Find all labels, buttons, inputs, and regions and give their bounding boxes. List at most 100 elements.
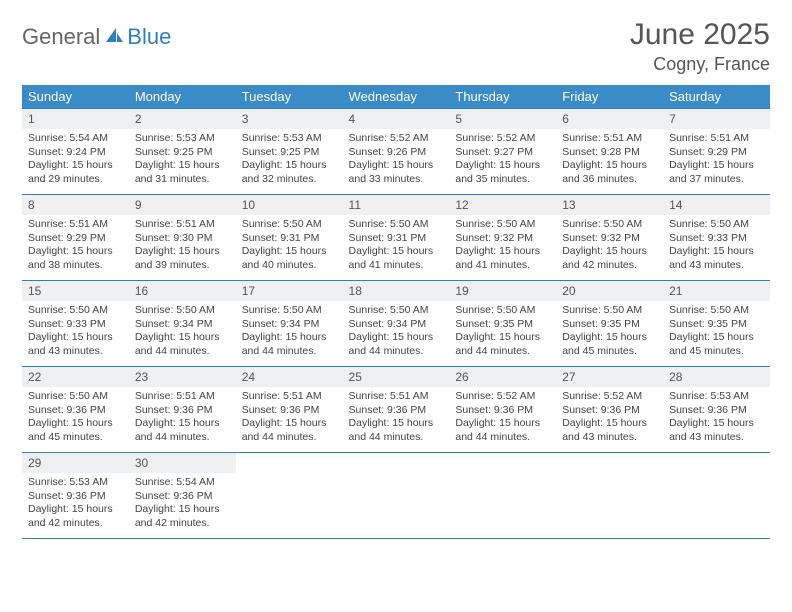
sunset-text: Sunset: 9:35 PM [455,318,550,332]
calendar-cell: 11Sunrise: 5:50 AMSunset: 9:31 PMDayligh… [343,195,450,281]
day-number: 6 [556,109,663,129]
sunset-text: Sunset: 9:34 PM [349,318,444,332]
daylight-text: Daylight: 15 hours and 44 minutes. [455,331,550,358]
day-number: 7 [663,109,770,129]
sunrise-text: Sunrise: 5:50 AM [455,304,550,318]
day-number: 27 [556,367,663,387]
calendar-cell: 27Sunrise: 5:52 AMSunset: 9:36 PMDayligh… [556,367,663,453]
calendar-cell: 5Sunrise: 5:52 AMSunset: 9:27 PMDaylight… [449,109,556,195]
logo-text-general: General [22,24,100,50]
day-number: 20 [556,281,663,301]
day-body: Sunrise: 5:52 AMSunset: 9:26 PMDaylight:… [343,129,450,191]
day-number: 22 [22,367,129,387]
day-body: Sunrise: 5:50 AMSunset: 9:34 PMDaylight:… [343,301,450,363]
day-body: Sunrise: 5:54 AMSunset: 9:36 PMDaylight:… [129,473,236,535]
calendar-week: 1Sunrise: 5:54 AMSunset: 9:24 PMDaylight… [22,109,770,195]
day-number: 25 [343,367,450,387]
sunset-text: Sunset: 9:34 PM [242,318,337,332]
day-body: Sunrise: 5:50 AMSunset: 9:31 PMDaylight:… [236,215,343,277]
calendar-table: Sunday Monday Tuesday Wednesday Thursday… [22,85,770,539]
sunset-text: Sunset: 9:31 PM [242,232,337,246]
day-number: 15 [22,281,129,301]
calendar-cell: 12Sunrise: 5:50 AMSunset: 9:32 PMDayligh… [449,195,556,281]
daylight-text: Daylight: 15 hours and 43 minutes. [562,417,657,444]
day-number: 19 [449,281,556,301]
sunset-text: Sunset: 9:36 PM [349,404,444,418]
daylight-text: Daylight: 15 hours and 42 minutes. [562,245,657,272]
dow-thursday: Thursday [449,85,556,109]
daylight-text: Daylight: 15 hours and 35 minutes. [455,159,550,186]
sunset-text: Sunset: 9:36 PM [135,490,230,504]
daylight-text: Daylight: 15 hours and 29 minutes. [28,159,123,186]
day-number: 21 [663,281,770,301]
calendar-cell: 18Sunrise: 5:50 AMSunset: 9:34 PMDayligh… [343,281,450,367]
month-title: June 2025 [630,18,770,52]
calendar-week: 29Sunrise: 5:53 AMSunset: 9:36 PMDayligh… [22,453,770,539]
calendar-week: 22Sunrise: 5:50 AMSunset: 9:36 PMDayligh… [22,367,770,453]
daylight-text: Daylight: 15 hours and 45 minutes. [562,331,657,358]
dow-wednesday: Wednesday [343,85,450,109]
daylight-text: Daylight: 15 hours and 39 minutes. [135,245,230,272]
daylight-text: Daylight: 15 hours and 37 minutes. [669,159,764,186]
sunset-text: Sunset: 9:26 PM [349,146,444,160]
day-number: 2 [129,109,236,129]
calendar-cell: 17Sunrise: 5:50 AMSunset: 9:34 PMDayligh… [236,281,343,367]
dow-sunday: Sunday [22,85,129,109]
day-body: Sunrise: 5:50 AMSunset: 9:35 PMDaylight:… [663,301,770,363]
sunset-text: Sunset: 9:31 PM [349,232,444,246]
day-number: 9 [129,195,236,215]
sunrise-text: Sunrise: 5:50 AM [349,304,444,318]
day-body: Sunrise: 5:50 AMSunset: 9:32 PMDaylight:… [449,215,556,277]
logo-sail-icon [104,26,124,49]
location: Cogny, France [630,54,770,75]
daylight-text: Daylight: 15 hours and 31 minutes. [135,159,230,186]
day-body: Sunrise: 5:54 AMSunset: 9:24 PMDaylight:… [22,129,129,191]
sunset-text: Sunset: 9:36 PM [28,490,123,504]
sunset-text: Sunset: 9:36 PM [242,404,337,418]
dow-monday: Monday [129,85,236,109]
daylight-text: Daylight: 15 hours and 44 minutes. [135,417,230,444]
sunset-text: Sunset: 9:36 PM [135,404,230,418]
calendar-cell: 4Sunrise: 5:52 AMSunset: 9:26 PMDaylight… [343,109,450,195]
sunrise-text: Sunrise: 5:52 AM [349,132,444,146]
day-body: Sunrise: 5:50 AMSunset: 9:34 PMDaylight:… [236,301,343,363]
sunset-text: Sunset: 9:36 PM [455,404,550,418]
header: General Blue June 2025 Cogny, France [22,18,770,75]
calendar-cell [449,453,556,539]
sunset-text: Sunset: 9:32 PM [562,232,657,246]
day-body: Sunrise: 5:50 AMSunset: 9:31 PMDaylight:… [343,215,450,277]
day-number: 12 [449,195,556,215]
dow-saturday: Saturday [663,85,770,109]
dow-friday: Friday [556,85,663,109]
day-body: Sunrise: 5:51 AMSunset: 9:29 PMDaylight:… [663,129,770,191]
sunset-text: Sunset: 9:25 PM [242,146,337,160]
sunrise-text: Sunrise: 5:52 AM [455,390,550,404]
calendar-week: 8Sunrise: 5:51 AMSunset: 9:29 PMDaylight… [22,195,770,281]
sunset-text: Sunset: 9:35 PM [562,318,657,332]
sunrise-text: Sunrise: 5:50 AM [242,304,337,318]
calendar-cell: 6Sunrise: 5:51 AMSunset: 9:28 PMDaylight… [556,109,663,195]
sunrise-text: Sunrise: 5:50 AM [562,218,657,232]
sunrise-text: Sunrise: 5:51 AM [242,390,337,404]
sunrise-text: Sunrise: 5:50 AM [28,304,123,318]
sunrise-text: Sunrise: 5:51 AM [135,218,230,232]
day-body: Sunrise: 5:52 AMSunset: 9:27 PMDaylight:… [449,129,556,191]
sunset-text: Sunset: 9:36 PM [669,404,764,418]
day-body: Sunrise: 5:52 AMSunset: 9:36 PMDaylight:… [556,387,663,449]
calendar-cell: 7Sunrise: 5:51 AMSunset: 9:29 PMDaylight… [663,109,770,195]
day-body: Sunrise: 5:50 AMSunset: 9:33 PMDaylight:… [22,301,129,363]
daylight-text: Daylight: 15 hours and 36 minutes. [562,159,657,186]
daylight-text: Daylight: 15 hours and 42 minutes. [135,503,230,530]
day-body: Sunrise: 5:50 AMSunset: 9:36 PMDaylight:… [22,387,129,449]
day-number: 28 [663,367,770,387]
daylight-text: Daylight: 15 hours and 44 minutes. [135,331,230,358]
daylight-text: Daylight: 15 hours and 33 minutes. [349,159,444,186]
calendar-cell: 9Sunrise: 5:51 AMSunset: 9:30 PMDaylight… [129,195,236,281]
day-body: Sunrise: 5:50 AMSunset: 9:33 PMDaylight:… [663,215,770,277]
sunset-text: Sunset: 9:27 PM [455,146,550,160]
calendar-cell: 28Sunrise: 5:53 AMSunset: 9:36 PMDayligh… [663,367,770,453]
calendar-cell: 20Sunrise: 5:50 AMSunset: 9:35 PMDayligh… [556,281,663,367]
day-number: 29 [22,453,129,473]
calendar-cell: 30Sunrise: 5:54 AMSunset: 9:36 PMDayligh… [129,453,236,539]
sunrise-text: Sunrise: 5:50 AM [28,390,123,404]
